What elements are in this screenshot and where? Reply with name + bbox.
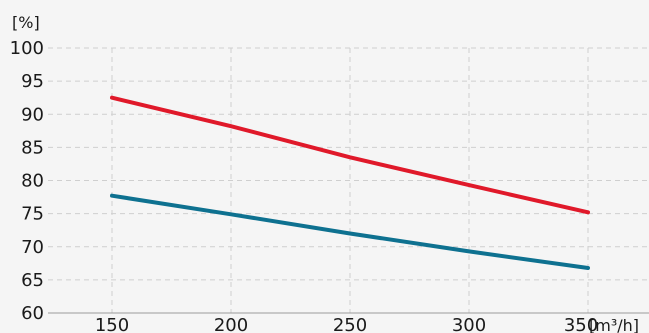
y-tick-label-95: 95 <box>21 71 44 92</box>
y-tick-label-100: 100 <box>10 38 44 59</box>
y-tick-label-75: 75 <box>21 204 44 225</box>
y-tick-label-65: 65 <box>21 270 44 291</box>
series-line-1 <box>110 95 590 215</box>
x-tick-label-150: 150 <box>95 315 129 333</box>
x-tick-label-300: 300 <box>452 315 486 333</box>
y-tick-label-60: 60 <box>21 303 44 324</box>
y-axis-unit-label: [%] <box>12 13 40 32</box>
grid <box>48 47 649 313</box>
x-tick-label-350: 350 <box>564 315 598 333</box>
series-line-2 <box>110 193 590 270</box>
x-axis-unit-label: [m³/h] <box>589 316 639 333</box>
series-lines <box>110 95 590 270</box>
tick-labels: 60 65 70 75 80 85 90 95 100 150 200 250 300 350 <box>10 38 599 333</box>
y-tick-label-70: 70 <box>21 237 44 258</box>
y-tick-label-90: 90 <box>21 104 44 125</box>
y-tick-label-80: 80 <box>21 171 44 192</box>
x-tick-label-200: 200 <box>214 315 248 333</box>
x-tick-label-250: 250 <box>333 315 367 333</box>
y-tick-label-85: 85 <box>21 137 44 158</box>
